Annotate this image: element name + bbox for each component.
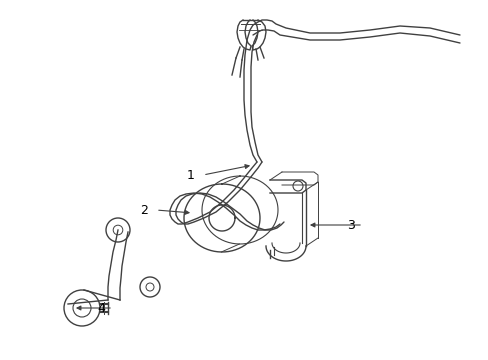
Text: 1: 1 bbox=[187, 168, 195, 181]
Text: 2: 2 bbox=[140, 203, 148, 216]
Text: 3: 3 bbox=[346, 219, 354, 231]
Text: 4: 4 bbox=[97, 302, 105, 315]
